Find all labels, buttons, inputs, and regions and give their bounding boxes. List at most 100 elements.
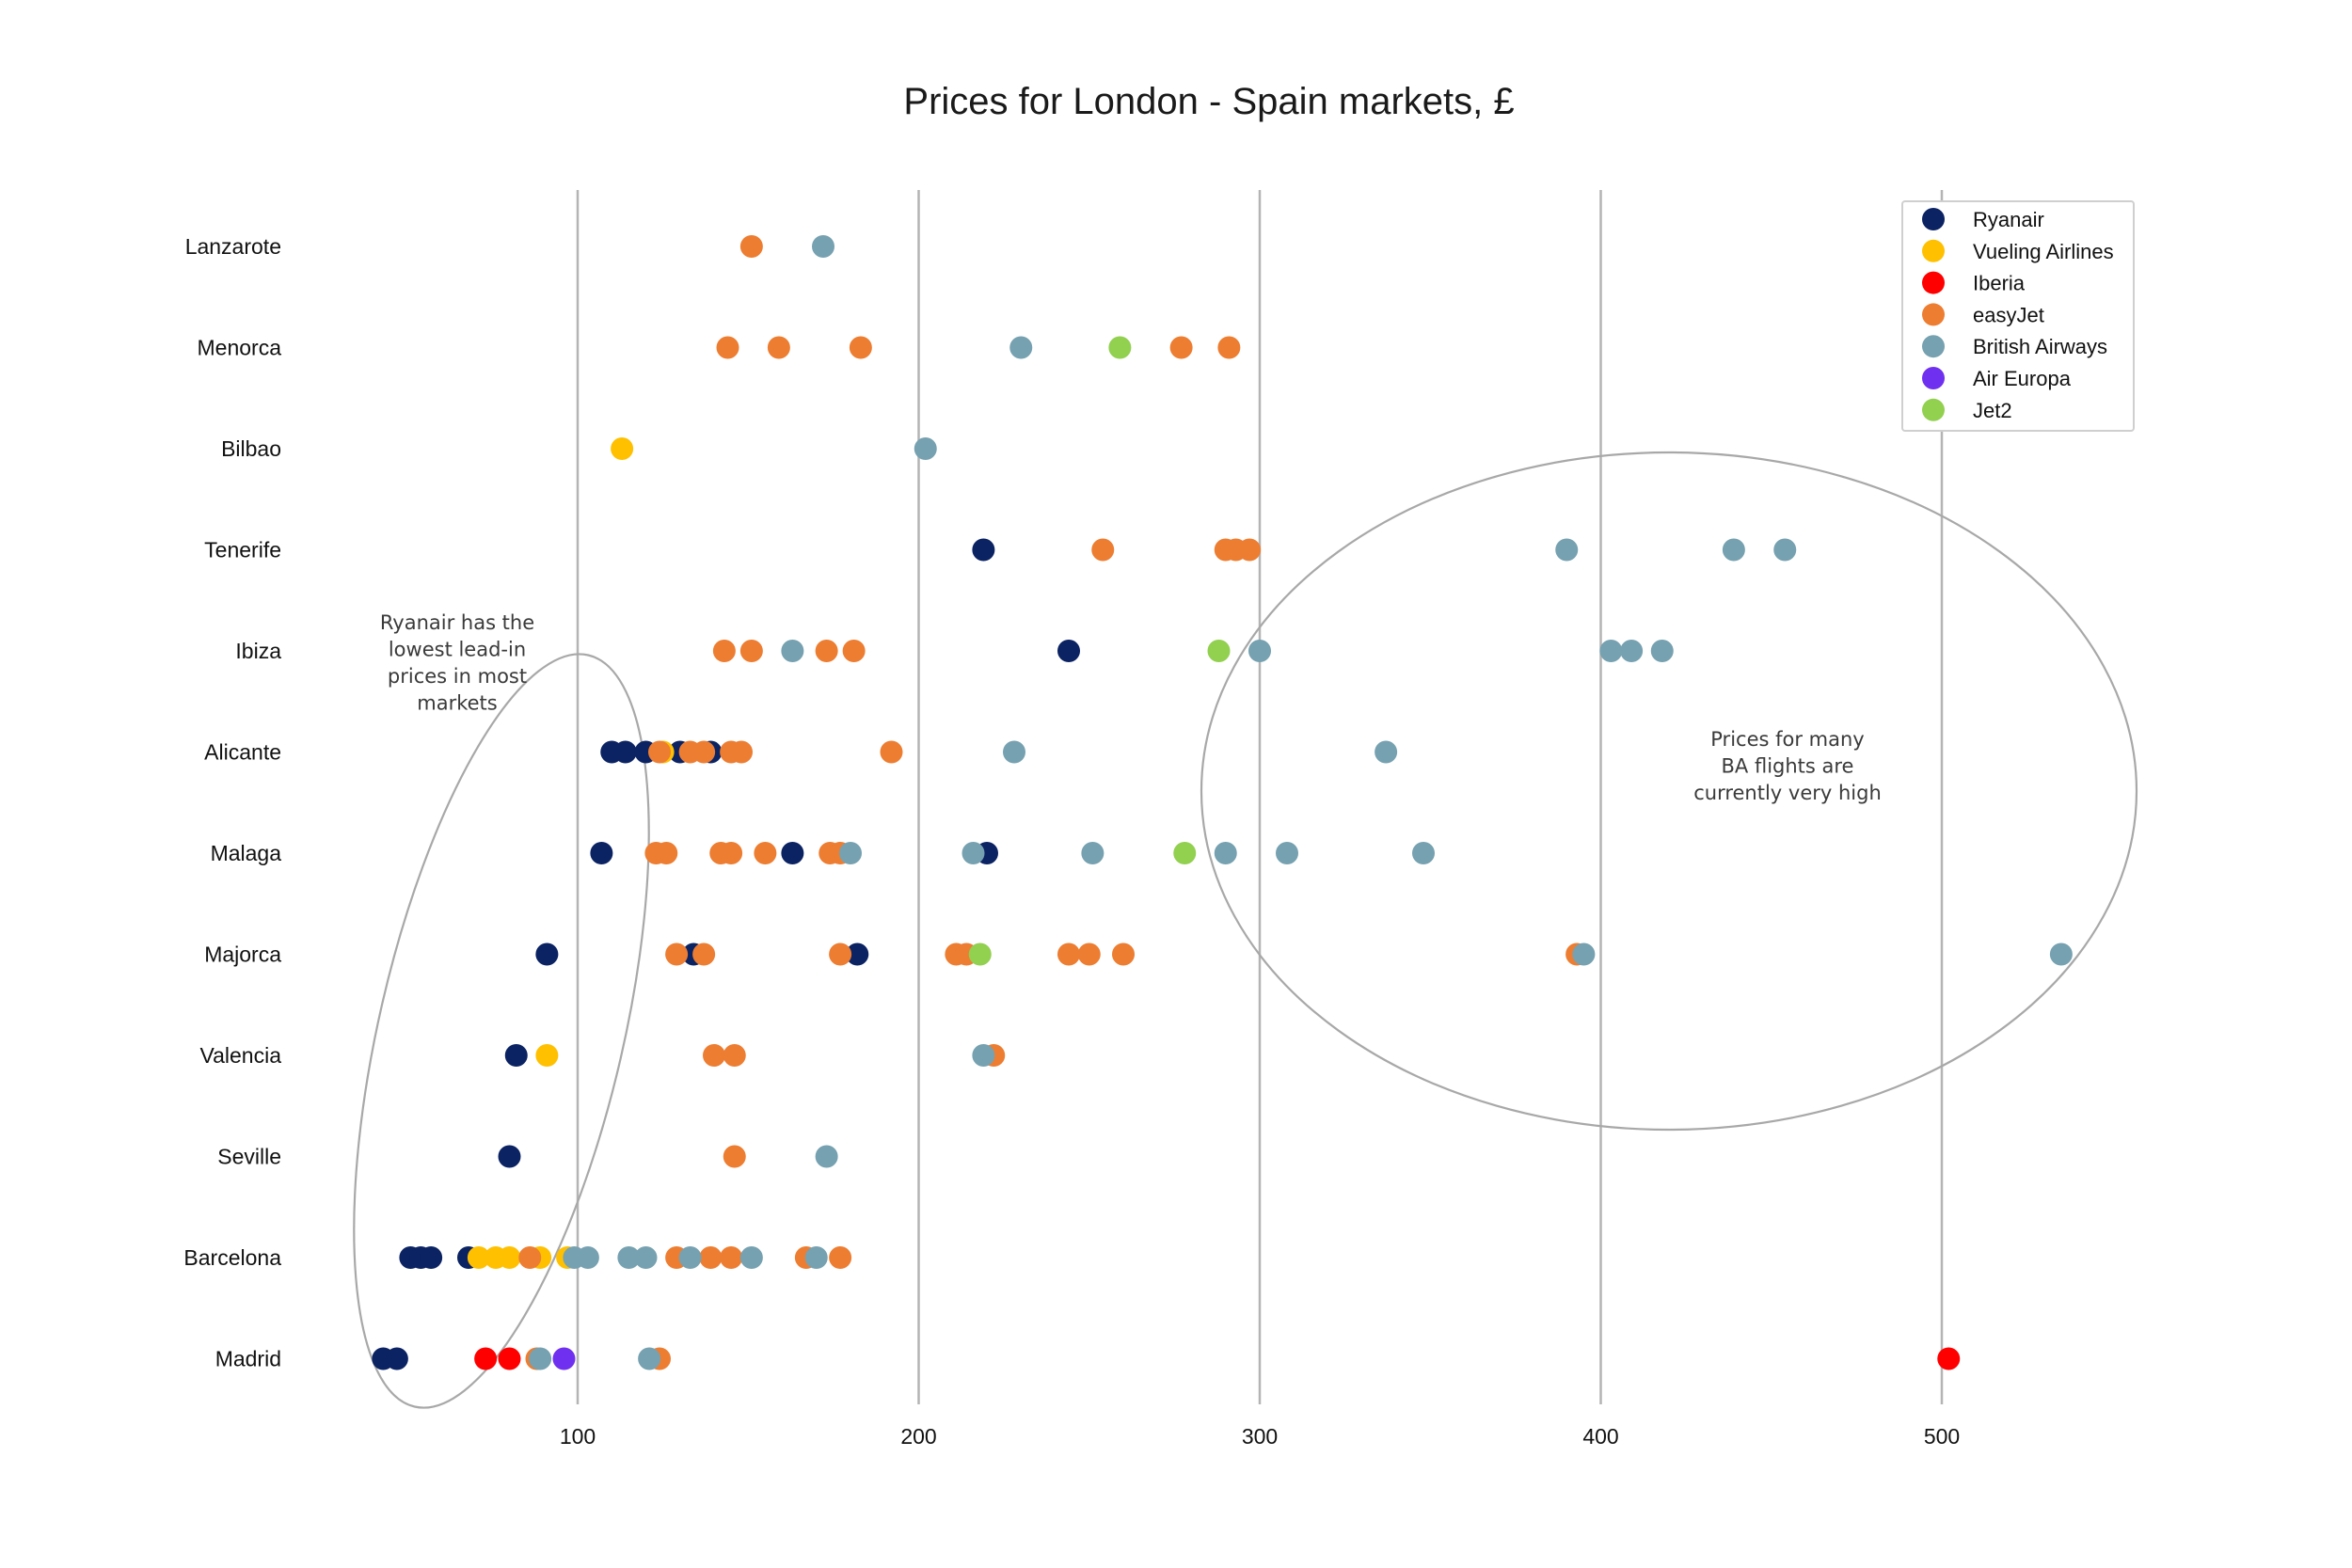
point-british-airways-madrid [638, 1347, 661, 1370]
point-easyjet-majorca [1112, 942, 1135, 966]
point-vueling-airlines-bilbao [611, 437, 634, 460]
point-british-airways-valencia [972, 1044, 995, 1067]
point-easyjet-barcelona [699, 1246, 723, 1269]
point-easyjet-barcelona [829, 1246, 852, 1269]
series-british-airways [529, 235, 2073, 1370]
category-label-malaga: Malaga [211, 841, 282, 865]
x-tick-label-200: 200 [900, 1424, 936, 1449]
point-ryanair-majorca [846, 942, 869, 966]
point-ryanair-alicante [613, 740, 637, 764]
legend-label-easyjet: easyJet [1973, 303, 2044, 326]
point-british-airways-ibiza [1620, 640, 1644, 662]
point-british-airways-barcelona [617, 1246, 641, 1269]
point-easyjet-tenerife [1238, 538, 1262, 562]
legend-label-jet2: Jet2 [1973, 399, 2012, 422]
point-easyjet-ibiza [739, 640, 763, 662]
point-british-airways-malaga [1412, 842, 1435, 864]
point-ryanair-tenerife [972, 538, 995, 562]
category-label-barcelona: Barcelona [183, 1245, 281, 1270]
legend-marker-ryanair [1922, 208, 1945, 230]
legend-marker-air-europa [1922, 367, 1945, 389]
point-ryanair-ibiza [1057, 640, 1080, 662]
point-jet2-menorca [1108, 336, 1132, 359]
point-ryanair-malaga [781, 842, 804, 864]
category-label-valencia: Valencia [199, 1043, 281, 1068]
point-vueling-airlines-barcelona [498, 1246, 521, 1269]
point-easyjet-alicante [648, 740, 671, 764]
point-easyjet-menorca [849, 336, 872, 359]
point-british-airways-majorca [2049, 942, 2073, 966]
point-easyjet-majorca [665, 942, 689, 966]
point-air-europa-madrid [552, 1347, 576, 1370]
point-easyjet-tenerife [1091, 538, 1115, 562]
point-easyjet-alicante [692, 740, 716, 764]
annotations: Ryanair has the lowest lead-in prices in m… [353, 451, 2138, 1409]
legend-label-vueling-airlines: Vueling Airlines [1973, 240, 2114, 263]
point-easyjet-alicante [730, 740, 753, 764]
category-label-alicante: Alicante [204, 740, 281, 765]
point-easyjet-majorca [1057, 942, 1080, 966]
point-british-airways-malaga [961, 842, 985, 864]
point-ryanair-valencia [504, 1044, 528, 1067]
point-british-airways-malaga [1276, 842, 1298, 864]
point-iberia-madrid [1937, 1347, 1961, 1370]
category-label-majorca: Majorca [204, 942, 281, 967]
point-easyjet-malaga [754, 842, 777, 864]
point-easyjet-valencia [723, 1044, 746, 1067]
point-ryanair-majorca [535, 942, 559, 966]
point-british-airways-alicante [1003, 740, 1025, 764]
legend-label-iberia: Iberia [1973, 272, 2026, 295]
category-label-lanzarote: Lanzarote [185, 234, 281, 259]
point-british-airways-ibiza [781, 640, 804, 662]
series-air-europa [552, 1347, 576, 1370]
category-label-ibiza: Ibiza [235, 639, 281, 663]
point-vueling-airlines-valencia [535, 1044, 559, 1067]
point-easyjet-majorca [692, 942, 716, 966]
point-easyjet-menorca [767, 336, 790, 359]
point-british-airways-tenerife [1773, 538, 1797, 562]
x-tick-label-400: 400 [1582, 1424, 1618, 1449]
point-easyjet-majorca [829, 942, 852, 966]
point-easyjet-barcelona [518, 1246, 542, 1269]
point-jet2-majorca [968, 942, 992, 966]
point-british-airways-bilbao [914, 437, 937, 460]
point-british-airways-barcelona [576, 1246, 599, 1269]
point-easyjet-menorca [1169, 336, 1193, 359]
point-british-airways-lanzarote [812, 235, 834, 258]
x-tick-label-100: 100 [560, 1424, 596, 1449]
point-easyjet-menorca [1217, 336, 1241, 359]
point-easyjet-menorca [716, 336, 739, 359]
point-jet2-ibiza [1207, 640, 1231, 662]
ryanair-annotation-ellipse [353, 653, 650, 1409]
chart-title: Prices for London - Spain markets, £ [903, 81, 1514, 122]
legend-marker-jet2 [1922, 398, 1945, 421]
ryanair-annotation-text: Ryanair has the lowest lead-in prices in m… [380, 611, 534, 715]
point-iberia-madrid [498, 1347, 521, 1370]
x-tick-label-500: 500 [1924, 1424, 1960, 1449]
point-british-airways-tenerife [1555, 538, 1579, 562]
point-ryanair-madrid [385, 1347, 408, 1370]
category-label-menorca: Menorca [198, 336, 282, 360]
point-british-airways-majorca [1572, 942, 1596, 966]
point-british-airways-tenerife [1722, 538, 1745, 562]
legend-marker-british-airways [1922, 335, 1945, 358]
category-label-madrid: Madrid [215, 1347, 281, 1371]
legend-marker-easyjet [1922, 303, 1945, 326]
ba-annotation-ellipse [1200, 451, 2138, 1132]
point-easyjet-ibiza [842, 640, 866, 662]
series-easyjet [518, 235, 1589, 1370]
point-british-airways-barcelona [634, 1246, 658, 1269]
category-label-bilbao: Bilbao [221, 436, 281, 461]
point-british-airways-seville [815, 1145, 838, 1168]
legend: Ryanair Vueling Airlines Iberia easyJet Brit… [1901, 200, 2135, 432]
legend-marker-iberia [1922, 271, 1945, 294]
legend-label-british-airways: British Airways [1973, 335, 2107, 358]
category-label-tenerife: Tenerife [204, 538, 281, 562]
point-british-airways-ibiza [1650, 640, 1674, 662]
point-british-airways-madrid [529, 1347, 552, 1370]
category-label-seville: Seville [217, 1145, 281, 1169]
legend-label-air-europa: Air Europa [1973, 367, 2072, 390]
point-british-airways-barcelona [739, 1246, 763, 1269]
point-ryanair-barcelona [420, 1246, 443, 1269]
legend-marker-vueling-airlines [1922, 239, 1945, 262]
